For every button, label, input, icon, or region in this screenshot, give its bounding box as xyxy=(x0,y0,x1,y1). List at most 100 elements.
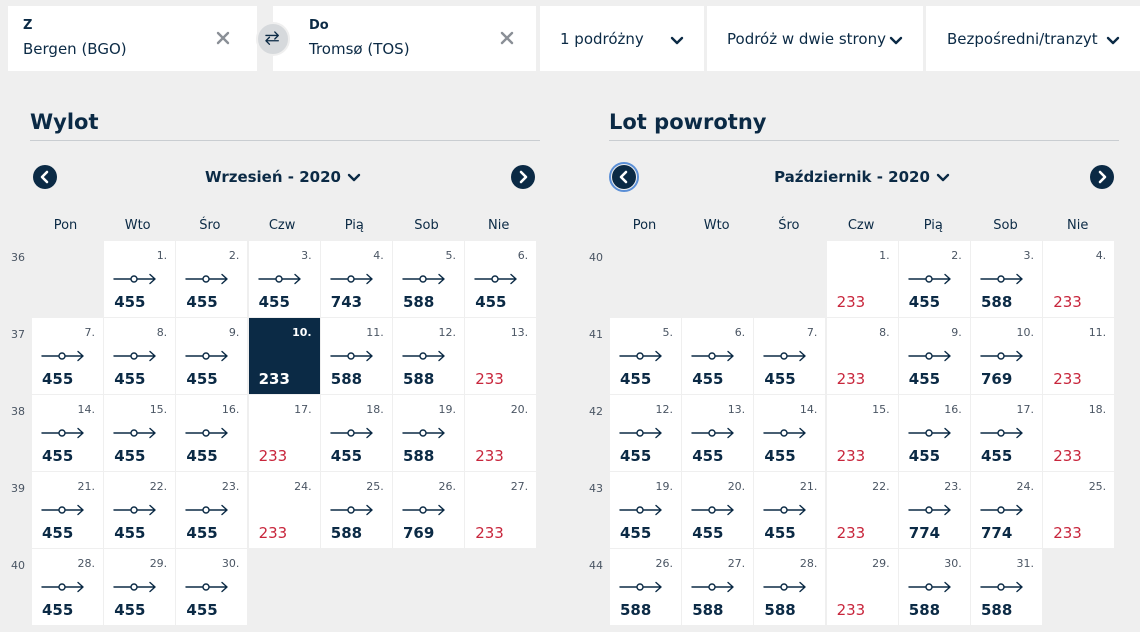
day-number: 28. xyxy=(77,557,96,570)
day-cell[interactable]: 21. 455 xyxy=(754,472,826,548)
day-cell[interactable]: 1. 233 xyxy=(826,241,898,317)
day-cell[interactable]: 15. 455 xyxy=(104,395,176,471)
travelers-select[interactable]: 1 podróżny xyxy=(540,6,704,71)
day-cell[interactable]: 6. 455 xyxy=(682,318,754,394)
day-cell[interactable]: 27. 233 xyxy=(465,472,537,548)
day-price: 774 xyxy=(981,524,1013,542)
close-icon[interactable] xyxy=(497,28,517,48)
day-cell[interactable]: 26. 588 xyxy=(610,549,681,625)
day-cell[interactable]: 16. 455 xyxy=(898,395,970,471)
prev-month-button[interactable] xyxy=(609,162,639,192)
day-price: 455 xyxy=(330,447,363,465)
day-cell[interactable]: 2. 455 xyxy=(176,241,248,317)
flight-arrow-icon xyxy=(763,427,807,439)
day-cell[interactable]: 31. 588 xyxy=(971,549,1042,625)
day-cell[interactable]: 17. 455 xyxy=(971,395,1042,471)
day-price: 455 xyxy=(764,524,796,542)
chevron-down-icon xyxy=(670,36,684,45)
day-cell[interactable]: 28. 455 xyxy=(32,549,103,625)
weekday-label: Pon xyxy=(632,218,657,233)
day-number: 26. xyxy=(438,480,457,493)
day-cell[interactable]: 17. 233 xyxy=(248,395,320,471)
day-cell[interactable]: 13. 233 xyxy=(465,318,537,394)
day-cell[interactable]: 3. 455 xyxy=(248,241,320,317)
flight-arrow-icon xyxy=(980,504,1023,516)
to-value[interactable]: Tromsø (TOS) xyxy=(309,40,410,58)
day-cell[interactable]: 18. 233 xyxy=(1043,395,1115,471)
flight-arrow-icon xyxy=(619,427,662,439)
day-cell[interactable]: 9. 455 xyxy=(176,318,248,394)
day-cell[interactable]: 22. 455 xyxy=(104,472,176,548)
flight-arrow-icon xyxy=(185,581,229,593)
day-cell[interactable]: 29. 455 xyxy=(104,549,176,625)
next-month-button[interactable] xyxy=(511,165,535,189)
day-cell[interactable]: 19. 455 xyxy=(610,472,681,548)
day-cell[interactable]: 4. 743 xyxy=(320,241,392,317)
flight-arrow-icon xyxy=(113,350,156,362)
day-cell[interactable]: 11. 588 xyxy=(320,318,392,394)
day-cell[interactable]: 30. 455 xyxy=(176,549,248,625)
stops-select[interactable]: Bezpośredni/tranzyt xyxy=(926,6,1140,71)
to-field[interactable]: Do Tromsø (TOS) xyxy=(273,6,536,71)
day-cell[interactable]: 19. 588 xyxy=(393,395,464,471)
day-number: 4. xyxy=(1095,249,1107,262)
day-cell[interactable]: 26. 769 xyxy=(393,472,464,548)
day-cell[interactable]: 7. 455 xyxy=(754,318,826,394)
day-cell[interactable]: 24. 233 xyxy=(248,472,320,548)
day-cell[interactable]: 20. 233 xyxy=(465,395,537,471)
day-cell[interactable]: 6. 455 xyxy=(465,241,537,317)
flight-arrow-icon xyxy=(185,504,229,516)
day-cell[interactable]: 30. 588 xyxy=(898,549,970,625)
day-cell[interactable]: 20. 455 xyxy=(682,472,754,548)
prev-month-button[interactable] xyxy=(33,165,57,189)
day-cell[interactable]: 22. 233 xyxy=(826,472,898,548)
day-number: 16. xyxy=(221,403,240,416)
day-cell[interactable]: 14. 455 xyxy=(32,395,103,471)
day-cell[interactable]: 16. 455 xyxy=(176,395,248,471)
next-month-button[interactable] xyxy=(1090,165,1114,189)
day-cell[interactable]: 12. 588 xyxy=(393,318,464,394)
day-cell[interactable]: 23. 774 xyxy=(898,472,970,548)
close-icon[interactable] xyxy=(213,28,233,48)
day-cell[interactable]: 9. 455 xyxy=(898,318,970,394)
day-cell[interactable]: 8. 455 xyxy=(104,318,176,394)
day-cell[interactable]: 1. 455 xyxy=(104,241,176,317)
day-price: 233 xyxy=(1053,293,1082,311)
day-cell[interactable]: 7. 455 xyxy=(32,318,103,394)
day-cell[interactable]: 5. 455 xyxy=(610,318,681,394)
month-select[interactable]: Wrzesień - 2020 xyxy=(30,168,536,186)
day-cell[interactable]: 14. 455 xyxy=(754,395,826,471)
trip-type-select[interactable]: Podróż w dwie strony xyxy=(707,6,923,71)
day-cell[interactable]: 27. 588 xyxy=(682,549,754,625)
day-cell[interactable]: 29. 233 xyxy=(826,549,898,625)
day-cell[interactable]: 13. 455 xyxy=(682,395,754,471)
day-cell[interactable]: 10. 769 xyxy=(971,318,1042,394)
day-cell[interactable]: 5. 588 xyxy=(393,241,464,317)
from-field[interactable]: Z Bergen (BGO) xyxy=(8,6,257,71)
day-price: 455 xyxy=(114,293,146,311)
from-value[interactable]: Bergen (BGO) xyxy=(23,40,127,58)
day-cell[interactable]: 2. 455 xyxy=(898,241,970,317)
flight-arrow-icon xyxy=(619,504,662,516)
day-cell[interactable]: 25. 233 xyxy=(1043,472,1115,548)
day-cell[interactable]: 24. 774 xyxy=(971,472,1042,548)
day-cell[interactable]: 11. 233 xyxy=(1043,318,1115,394)
day-cell[interactable]: 28. 588 xyxy=(754,549,826,625)
day-cell[interactable]: 12. 455 xyxy=(610,395,681,471)
chevron-down-icon xyxy=(347,173,361,181)
swap-airports-button[interactable] xyxy=(256,22,290,56)
day-cell[interactable]: 23. 455 xyxy=(176,472,248,548)
day-cell[interactable]: 8. 233 xyxy=(826,318,898,394)
flight-arrow-icon xyxy=(908,427,951,439)
weekday-label: Sob xyxy=(414,218,439,233)
day-cell[interactable]: 10. 233 xyxy=(248,318,320,394)
month-nav: Październik - 2020 xyxy=(609,162,1115,192)
day-cell[interactable]: 18. 455 xyxy=(320,395,392,471)
day-price: 233 xyxy=(258,370,290,388)
day-cell[interactable]: 4. 233 xyxy=(1043,241,1115,317)
day-cell[interactable]: 15. 233 xyxy=(826,395,898,471)
day-cell[interactable]: 25. 588 xyxy=(320,472,392,548)
day-cell[interactable]: 21. 455 xyxy=(32,472,103,548)
month-select[interactable]: Październik - 2020 xyxy=(609,168,1115,186)
day-cell[interactable]: 3. 588 xyxy=(971,241,1042,317)
